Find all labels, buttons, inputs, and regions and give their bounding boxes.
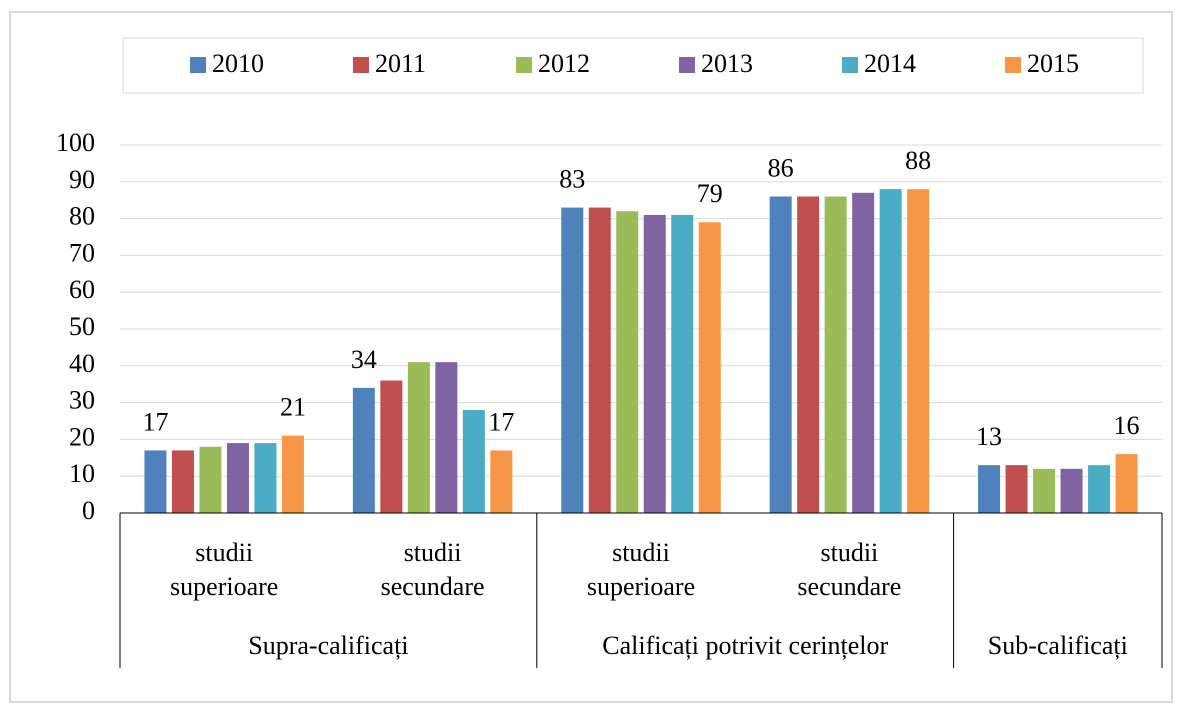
- legend-swatch: [842, 57, 858, 73]
- bar: [698, 222, 721, 513]
- group-label: Calificați potrivit cerințelor: [602, 631, 888, 660]
- legend-label: 2014: [864, 49, 916, 78]
- legend-swatch: [1005, 57, 1021, 73]
- legend-label: 2012: [538, 49, 590, 78]
- bar: [824, 196, 847, 513]
- legend-swatch: [353, 57, 369, 73]
- bar: [435, 362, 458, 513]
- data-label: 21: [280, 393, 306, 422]
- bar: [1005, 465, 1028, 513]
- data-label: 79: [697, 179, 723, 208]
- bar: [643, 214, 666, 514]
- data-label: 13: [976, 422, 1002, 451]
- y-tick-label: 100: [56, 128, 95, 157]
- bar: [769, 196, 792, 513]
- data-label: 17: [488, 407, 514, 436]
- category-label: studii secundare: [380, 538, 485, 601]
- y-tick-label: 70: [69, 238, 95, 267]
- legend-swatch: [190, 57, 206, 73]
- data-label: 17: [142, 407, 168, 436]
- bar: [616, 211, 639, 514]
- bar: [171, 450, 194, 513]
- bar: [1060, 468, 1083, 513]
- y-tick-label: 80: [69, 202, 95, 231]
- y-tick-label: 90: [69, 165, 95, 194]
- data-label: 86: [768, 153, 794, 182]
- group-label: Supra-calificați: [248, 631, 408, 660]
- bar: [352, 387, 375, 513]
- group-label: Sub-calificați: [988, 631, 1128, 660]
- bar: [490, 450, 513, 513]
- legend-label: 2011: [375, 49, 426, 78]
- legend-swatch: [679, 57, 695, 73]
- bar: [879, 189, 902, 513]
- legend-label: 2010: [212, 49, 264, 78]
- bar: [852, 192, 875, 513]
- legend-label: 2015: [1027, 49, 1079, 78]
- y-tick-label: 50: [69, 312, 95, 341]
- y-tick-label: 20: [69, 422, 95, 451]
- bar: [1115, 454, 1138, 513]
- bar: [281, 435, 304, 513]
- bar: [1033, 468, 1056, 513]
- y-tick-label: 60: [69, 275, 95, 304]
- bar: [407, 362, 430, 513]
- category-label: studii secundare: [797, 538, 902, 601]
- category-label: studii superioare: [586, 538, 696, 601]
- data-label: 88: [905, 146, 931, 175]
- y-tick-label: 40: [69, 349, 95, 378]
- data-label: 16: [1114, 411, 1140, 440]
- legend-label: 2013: [701, 49, 753, 78]
- y-tick-label: 10: [69, 459, 95, 488]
- legend-box: [122, 37, 1144, 94]
- bar: [797, 196, 820, 513]
- bar: [561, 207, 584, 513]
- data-label: 83: [559, 165, 585, 194]
- bar: [144, 450, 167, 513]
- y-tick-label: 30: [69, 386, 95, 415]
- data-label: 34: [351, 345, 377, 374]
- bar: [671, 214, 694, 514]
- legend-swatch: [516, 57, 532, 73]
- bar: [1088, 465, 1111, 513]
- bar: [907, 189, 930, 513]
- bar: [462, 409, 485, 513]
- category-label: studii superioare: [170, 538, 279, 601]
- bar: [588, 207, 611, 513]
- y-tick-label: 0: [82, 496, 95, 525]
- bar: [226, 443, 249, 513]
- bar: [254, 443, 277, 513]
- bar: [199, 446, 222, 513]
- bar: [978, 465, 1001, 513]
- bar: [380, 380, 403, 513]
